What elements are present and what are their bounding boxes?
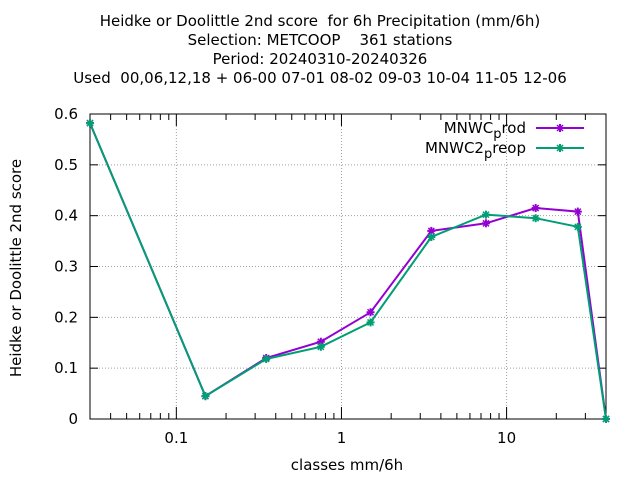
point-marker-d2 [602, 415, 610, 423]
data-point [86, 119, 94, 128]
point-marker-d2 [574, 223, 582, 231]
data-point [366, 308, 375, 317]
point-marker-d2 [532, 214, 540, 222]
tick-layer: 0 0.1 0.2 0.3 0.4 0.5 0.6 0.1 1 10 [54, 105, 606, 447]
data-point [481, 210, 490, 219]
chart-title-line-3: Period: 20240310-20240326 [212, 50, 428, 68]
legend-label-base: MNWC2 [425, 139, 484, 157]
y-tick-label: 0.6 [54, 105, 78, 123]
data-point [262, 355, 271, 364]
point-marker-d2 [482, 211, 490, 219]
point-marker-d2 [367, 318, 375, 326]
legend-label-2: MNWC2preop [425, 139, 526, 162]
y-tick-label: 0.5 [54, 156, 78, 174]
point-marker-d2 [317, 338, 325, 346]
plot-frame [89, 113, 607, 420]
x-axis-label: classes mm/6h [290, 456, 404, 474]
y-tick-label: 0 [68, 410, 78, 428]
y-tick-label: 0.4 [54, 207, 78, 225]
point-marker-d2 [201, 392, 209, 400]
x-tick-label: 1 [337, 429, 347, 447]
data-point [531, 204, 540, 213]
legend-label-1: MNWCprod [444, 119, 526, 142]
legend-label-subscript: p [484, 147, 492, 162]
legend-label-subscript: p [493, 127, 501, 142]
data-point [573, 222, 582, 231]
data-point [201, 392, 210, 401]
y-tick-label: 0.2 [54, 308, 78, 326]
data-point [481, 219, 490, 228]
legend-label-rest: rod [501, 119, 526, 137]
data-point [366, 318, 375, 327]
point-marker-d2 [482, 219, 490, 227]
x-tick-label: 10 [497, 429, 516, 447]
point-marker-d2 [317, 343, 325, 351]
legend-label-rest: reop [492, 139, 526, 157]
x-tick-label: 0.1 [164, 429, 188, 447]
y-tick-label: 0.3 [54, 258, 78, 276]
series-layer [86, 119, 610, 423]
point-marker-d2 [574, 208, 582, 216]
data-point [602, 415, 610, 423]
data-point [316, 342, 325, 351]
y-tick-label: 0.1 [54, 359, 78, 377]
series-line-2 [89, 122, 607, 420]
chart-title-line-4: Used 00,06,12,18 + 06-00 07-01 08-02 09-… [73, 69, 567, 87]
grid-layer [90, 114, 606, 419]
data-point [573, 207, 582, 216]
point-marker-d2 [86, 119, 94, 127]
legend-marker-d2 [556, 124, 564, 132]
chart-title-line-1: Heidke or Doolittle 2nd score for 6h Pre… [99, 12, 541, 30]
point-marker-d2 [262, 355, 270, 363]
legend-label-base: MNWC [444, 119, 493, 137]
data-point [427, 233, 436, 242]
point-marker-d2 [427, 233, 435, 241]
point-marker-d2 [532, 204, 540, 212]
point-marker-d2 [427, 227, 435, 235]
chart-title-line-2: Selection: METCOOP 361 stations [187, 31, 453, 49]
data-point [531, 214, 540, 223]
point-marker-d2 [367, 308, 375, 316]
legend-marker-d2 [556, 144, 564, 152]
series-line-1 [89, 122, 607, 420]
